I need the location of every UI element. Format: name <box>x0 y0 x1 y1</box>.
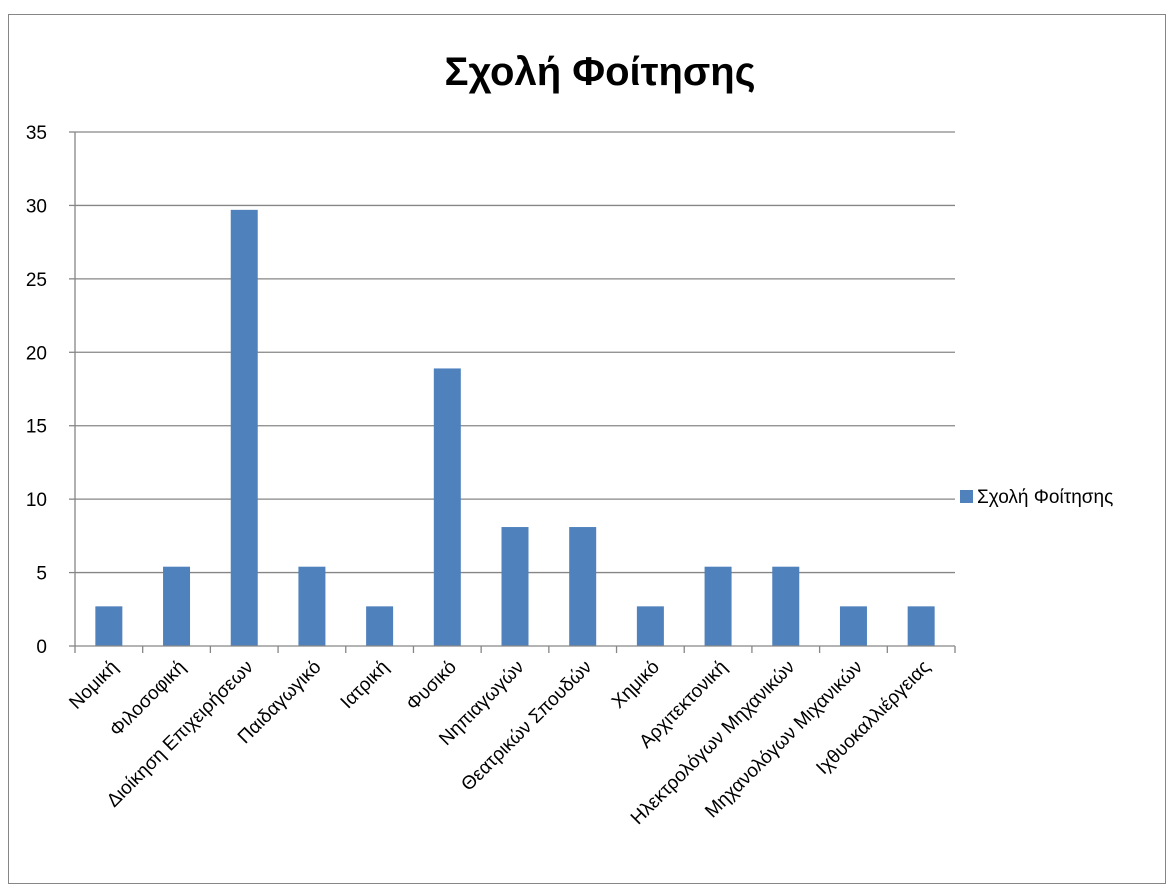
x-tick-label: Ιατρική <box>337 657 393 713</box>
y-axis-tick-labels: 0 5 10 15 20 25 30 35 <box>26 123 47 658</box>
bar <box>163 566 191 646</box>
x-tick-label: Χημικό <box>608 657 664 713</box>
legend-label: Σχολή Φοίτησης <box>977 487 1113 508</box>
gridlines <box>69 131 955 647</box>
chart-frame <box>8 14 1166 884</box>
legend: Σχολή Φοίτησης <box>960 487 1113 508</box>
bar <box>298 566 326 646</box>
y-tick-label: 15 <box>26 417 47 438</box>
bar <box>772 566 800 646</box>
y-tick-label: 5 <box>36 564 47 585</box>
y-tick-label: 20 <box>26 343 47 364</box>
bar <box>907 606 935 646</box>
bar <box>230 209 258 646</box>
bar <box>95 606 123 646</box>
bar <box>569 527 597 646</box>
y-tick-label: 10 <box>26 490 47 511</box>
bar <box>704 566 732 646</box>
y-tick-label: 35 <box>26 123 47 144</box>
bar <box>839 606 867 646</box>
bar <box>636 606 664 646</box>
bar <box>366 606 394 646</box>
y-tick-label: 25 <box>26 270 47 291</box>
x-tick-label: Φυσικό <box>403 657 461 715</box>
bars <box>95 209 935 646</box>
y-tick-label: 0 <box>36 637 47 658</box>
x-tick-label: Θεατρικών Σπουδών <box>457 657 596 796</box>
axes <box>74 132 956 653</box>
chart-title: Σχολή Φοίτησης <box>444 50 755 94</box>
x-tick-label: Νομική <box>65 657 122 714</box>
x-tick-label: Ιχθυοκαλλιέργειας <box>812 657 934 779</box>
bar <box>433 368 461 646</box>
bar <box>501 527 529 646</box>
legend-swatch <box>960 490 973 503</box>
y-tick-label: 30 <box>26 196 47 217</box>
